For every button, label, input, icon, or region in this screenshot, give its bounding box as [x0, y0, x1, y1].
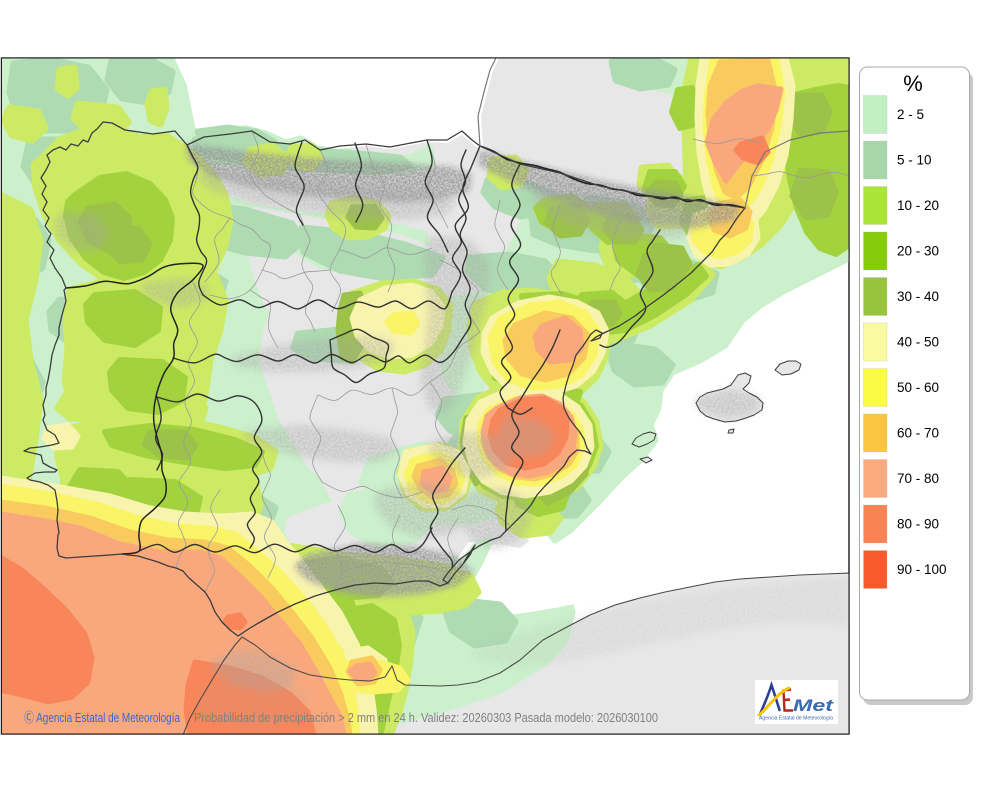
- svg-text:90 - 100: 90 - 100: [897, 562, 947, 577]
- svg-text:70 - 80: 70 - 80: [897, 471, 939, 486]
- svg-text:Met: Met: [793, 696, 835, 715]
- svg-text:Probabilidad de precipitación: Probabilidad de precipitación > 2 mm en …: [194, 710, 658, 725]
- svg-text:20 - 30: 20 - 30: [897, 244, 939, 259]
- svg-text:30 - 40: 30 - 40: [897, 289, 939, 304]
- svg-text:50 - 60: 50 - 60: [897, 380, 939, 395]
- svg-text:40 - 50: 40 - 50: [897, 335, 939, 350]
- svg-text:10 - 20: 10 - 20: [897, 198, 939, 213]
- svg-text:5 - 10: 5 - 10: [897, 153, 932, 168]
- svg-text:Agencia Estatal de Meteorologí: Agencia Estatal de Meteorología: [759, 716, 833, 722]
- svg-text:80 - 90: 80 - 90: [897, 517, 939, 532]
- svg-text:2 - 5: 2 - 5: [897, 107, 924, 122]
- svg-text:Ⓒ Agencia Estatal de Meteorolo: Ⓒ Agencia Estatal de Meteorología: [24, 710, 181, 725]
- svg-text:60 - 70: 60 - 70: [897, 426, 939, 441]
- svg-text:%: %: [903, 71, 923, 96]
